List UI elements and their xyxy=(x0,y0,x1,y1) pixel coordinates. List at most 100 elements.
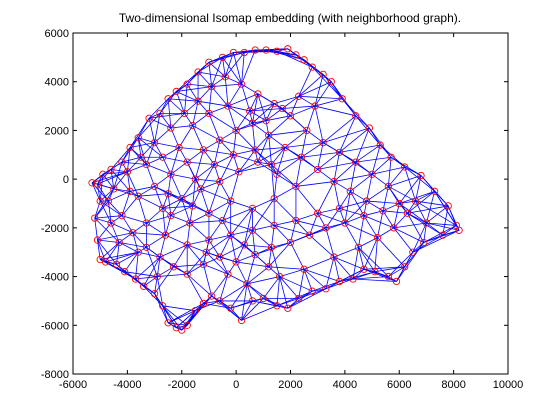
x-tick-label: -2000 xyxy=(168,379,196,391)
x-tick-label: 4000 xyxy=(333,379,357,391)
graph-edge xyxy=(130,142,155,148)
graph-edge xyxy=(325,268,365,290)
data-point xyxy=(254,90,262,98)
data-point xyxy=(267,160,276,169)
data-point xyxy=(308,287,316,295)
graph-edge xyxy=(187,239,210,246)
graph-edge xyxy=(176,71,199,92)
graph-edge xyxy=(358,247,376,272)
data-point xyxy=(284,45,292,53)
data-point xyxy=(379,207,387,215)
graph-edge xyxy=(323,127,370,143)
graph-edge xyxy=(268,115,291,136)
graph-edge xyxy=(107,188,115,202)
graph-edge xyxy=(230,235,237,263)
data-point xyxy=(262,46,270,54)
graph-edge xyxy=(298,269,305,299)
graph-edge xyxy=(271,164,278,175)
x-tick-label: -6000 xyxy=(59,379,87,391)
graph-edge xyxy=(208,200,231,214)
data-point xyxy=(118,212,126,220)
graph-edge xyxy=(97,174,104,185)
graph-edge xyxy=(374,237,378,272)
graph-edge xyxy=(252,230,256,255)
graph-edge xyxy=(399,200,416,204)
graph-edge xyxy=(138,246,147,253)
graph-edge xyxy=(274,220,297,226)
data-point xyxy=(194,68,202,76)
data-point xyxy=(224,102,232,110)
data-point xyxy=(88,179,96,187)
graph-edge xyxy=(363,268,375,273)
graph-edge xyxy=(382,186,389,211)
graph-edge xyxy=(274,95,299,105)
data-point xyxy=(387,153,395,161)
graph-edge xyxy=(301,142,324,158)
graph-edge xyxy=(287,298,299,309)
data-point xyxy=(270,194,278,203)
graph-edge xyxy=(148,98,169,119)
data-point xyxy=(439,231,447,239)
graph-edge xyxy=(154,142,164,158)
graph-edge xyxy=(276,276,281,306)
graph-edge xyxy=(407,212,443,236)
graph-edge xyxy=(167,310,196,324)
graph-edge xyxy=(396,242,425,282)
data-point xyxy=(167,124,175,132)
graph-edge xyxy=(309,222,346,236)
graph-edge xyxy=(407,200,416,214)
graph-edge xyxy=(246,283,264,299)
data-point xyxy=(140,282,148,290)
x-tick-label: 2000 xyxy=(278,379,302,391)
data-point xyxy=(129,229,137,237)
graph-edge xyxy=(227,261,237,275)
graph-edge xyxy=(208,113,237,131)
y-axis-ticks: 6000 4000 2000 0 -2000 -4000 -6000 -8000 xyxy=(41,28,508,381)
graph-edge xyxy=(415,175,422,202)
graph-edge xyxy=(314,105,324,143)
graph-edge xyxy=(298,74,324,97)
data-point xyxy=(265,131,273,139)
data-point xyxy=(303,126,311,135)
graph-edge xyxy=(230,200,253,209)
graph-edge xyxy=(257,161,278,175)
graph-edge xyxy=(268,242,291,268)
y-tick-label: 2000 xyxy=(45,125,69,137)
data-point xyxy=(273,47,281,55)
graph-edge xyxy=(211,76,226,87)
graph-edge xyxy=(407,213,425,243)
graph-edge xyxy=(374,266,405,273)
graph-edge xyxy=(110,169,131,192)
data-point xyxy=(308,63,316,71)
graph-edge xyxy=(154,293,169,324)
data-point xyxy=(199,146,208,154)
x-tick-label: 0 xyxy=(233,379,239,391)
x-tick-label: 8000 xyxy=(441,379,465,391)
graph-edge xyxy=(186,244,204,265)
graph-edge xyxy=(358,247,365,270)
graph-edge xyxy=(181,198,210,214)
graph-edge xyxy=(187,83,212,87)
graph-edge xyxy=(295,220,326,229)
data-point xyxy=(330,253,338,261)
graph-edge xyxy=(105,242,120,263)
graph-edge xyxy=(276,173,297,187)
graph-edge xyxy=(176,303,204,329)
graph-edge xyxy=(399,203,427,224)
graph-edge xyxy=(290,227,326,243)
graph-edge xyxy=(412,242,424,253)
graph-edge xyxy=(219,283,248,302)
data-point xyxy=(93,180,102,188)
graph-edge xyxy=(243,208,253,245)
graph-edge xyxy=(126,147,131,172)
graph-edge xyxy=(211,295,221,302)
graph-edge xyxy=(219,274,229,302)
graph-edge xyxy=(412,234,443,253)
y-tick-label: -6000 xyxy=(41,320,69,332)
graph-edge xyxy=(366,200,400,204)
graph-edge xyxy=(162,193,169,209)
graph-edge xyxy=(398,175,422,204)
graph-edge xyxy=(415,200,427,224)
graph-edge xyxy=(353,276,389,280)
data-point xyxy=(403,209,412,217)
